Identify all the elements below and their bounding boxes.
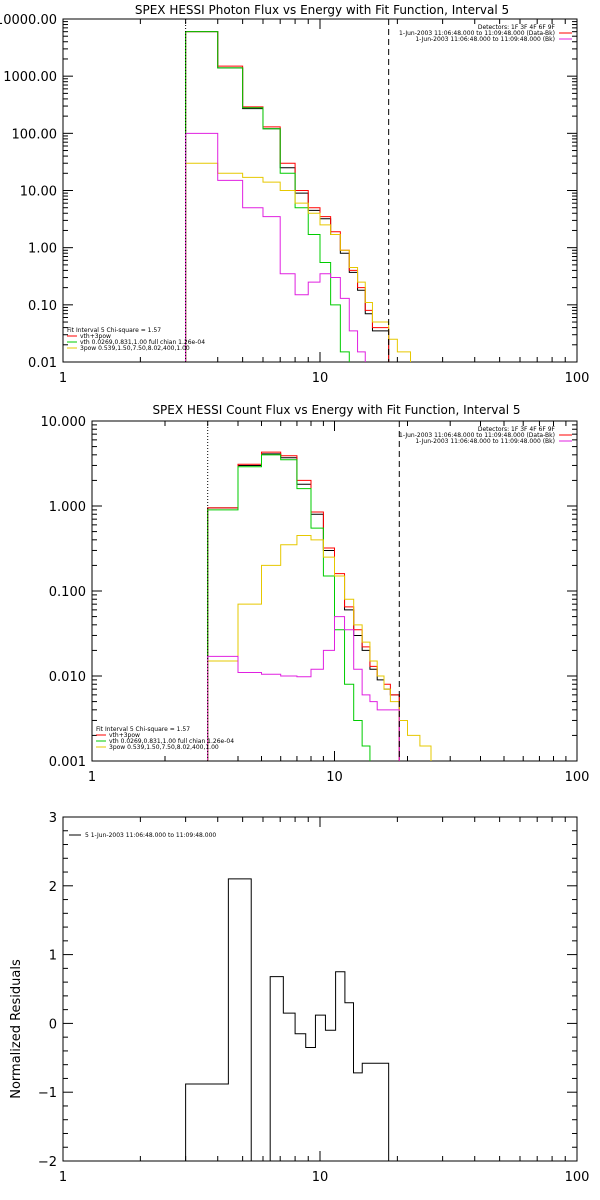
y-tick-label: 0.10 <box>28 299 57 314</box>
series-line-1 <box>207 453 400 761</box>
series-line-4 <box>207 534 432 761</box>
y-tick-label: 3 <box>49 811 57 826</box>
y-tick-label: 10.000 <box>41 415 87 430</box>
series-group <box>207 451 432 761</box>
series-line-2 <box>185 31 390 362</box>
series-group <box>185 31 412 362</box>
series-group <box>185 878 390 1161</box>
chart-panel-1: SPEX HESSI Photon Flux vs Energy with Fi… <box>0 3 589 386</box>
y-tick-label: 100.00 <box>12 127 58 142</box>
y-tick-label: 10.00 <box>20 185 57 200</box>
fit-legend-entry: 3pow 0.539,1.50,7.50,8.02,400,1.00 <box>80 345 190 352</box>
chart-panel-2: SPEX HESSI Count Flux vs Energy with Fit… <box>41 403 590 785</box>
fit-legend-entry: Fit Interval 5 Chi-square = 1.57 <box>67 327 161 334</box>
y-tick-label: 0.010 <box>49 670 86 685</box>
series-line-1 <box>185 878 390 1161</box>
top-legend-entry: 1-Jun-2003 11:06:48.000 to 11:09:48.000 … <box>415 438 555 445</box>
y-tick-label: 2 <box>49 880 57 895</box>
x-tick-label: 1 <box>59 1170 67 1185</box>
y-tick-label: 1.000 <box>49 500 86 515</box>
fit-legend-entry: Fit Interval 5 Chi-square = 1.57 <box>96 726 190 733</box>
chart-title: SPEX HESSI Count Flux vs Energy with Fit… <box>152 403 520 417</box>
y-tick-label: 1 <box>49 949 57 964</box>
y-tick-label: 0.01 <box>28 356 57 371</box>
series-line-5 <box>207 616 400 761</box>
y-tick-label: −1 <box>38 1086 57 1101</box>
fit-legend-entry: vth 0.0269,0.831,1.00 full chian 1.26e-0… <box>80 339 205 346</box>
series-line-2 <box>207 451 400 761</box>
series-line-3 <box>185 31 350 362</box>
x-tick-label: 100 <box>565 1170 590 1185</box>
x-tick-label: 1 <box>59 371 67 386</box>
series-line-1 <box>185 31 390 362</box>
plot-frame <box>62 18 578 363</box>
x-tick-label: 10 <box>312 1170 329 1185</box>
fit-legend-entry: vth+3pow <box>80 333 111 340</box>
series-line-5 <box>185 132 366 362</box>
x-tick-label: 1 <box>88 770 96 785</box>
y-tick-label: 0.001 <box>49 755 86 770</box>
x-tick-label: 10 <box>312 371 329 386</box>
x-tick-label: 10 <box>326 770 343 785</box>
fit-legend-entry: vth 0.0269,0.831,1.00 full chian 1.26e-0… <box>109 738 234 745</box>
plot-frame <box>62 816 578 1162</box>
x-tick-label: 100 <box>565 770 590 785</box>
y-tick-label: 1.00 <box>28 242 57 257</box>
top-legend-entry: 1-Jun-2003 11:06:48.000 to 11:09:48.000 … <box>415 36 555 43</box>
top-legend-entry: 1-Jun-2003 11:06:48.000 to 11:09:48.000 … <box>399 30 555 37</box>
y-tick-label: 1000.00 <box>3 70 57 85</box>
legend-entry: 5 1-Jun-2003 11:06:48.000 to 11:09:48.00… <box>85 832 216 839</box>
series-line-3 <box>207 454 371 761</box>
top-legend-entry: 1-Jun-2003 11:06:48.000 to 11:09:48.000 … <box>399 432 555 439</box>
y-tick-label: 10000.00 <box>0 13 57 28</box>
series-line-4 <box>185 162 412 362</box>
y-tick-label: −2 <box>38 1155 57 1170</box>
y-tick-label: 0.100 <box>49 585 86 600</box>
top-legend-entry: Detectors: 1F 3F 4F 6F 9F <box>478 24 556 31</box>
y-axis-label: Normalized Residuals <box>9 959 24 1099</box>
y-tick-label: 0 <box>49 1017 57 1032</box>
top-legend-entry: Detectors: 1F 3F 4F 6F 9F <box>478 426 556 433</box>
fit-legend-entry: 3pow 0.539,1.50,7.50,8.02,400,1.00 <box>109 744 219 751</box>
panels: SPEX HESSI Photon Flux vs Energy with Fi… <box>0 3 589 1185</box>
x-tick-label: 100 <box>565 371 590 386</box>
chart-title: SPEX HESSI Photon Flux vs Energy with Fi… <box>135 3 509 17</box>
fit-legend-entry: vth+3pow <box>109 732 140 739</box>
